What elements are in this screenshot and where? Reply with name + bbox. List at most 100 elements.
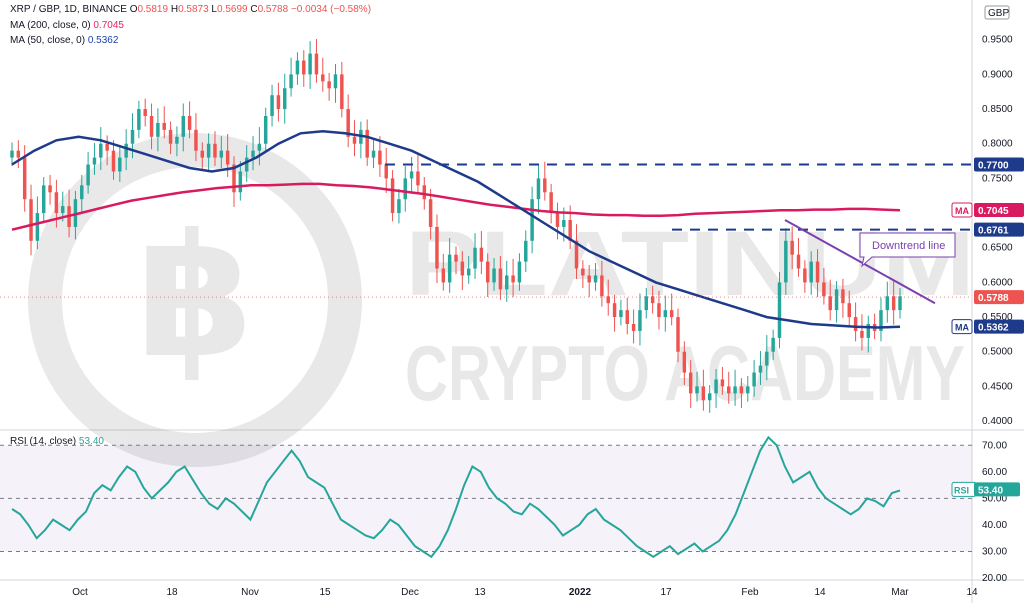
candle-body — [631, 324, 636, 331]
level-tag — [974, 157, 1024, 172]
candle-body — [530, 199, 534, 241]
candle-body — [29, 199, 33, 241]
price-tick-label: 0.4000 — [982, 416, 1013, 427]
time-tick-label: 14 — [966, 587, 978, 598]
tag-prefix-box — [951, 202, 973, 218]
candle-body — [308, 53, 312, 75]
ohlc-key: L — [208, 4, 217, 15]
price-tick-label: 0.6500 — [982, 243, 1013, 254]
candle-body — [283, 88, 287, 110]
candle-body — [650, 296, 655, 304]
candle-body — [688, 372, 693, 394]
candle-body — [466, 268, 471, 276]
ohlc-value: 0.5873 — [178, 4, 209, 15]
candle-body — [149, 116, 154, 137]
candle-body — [352, 136, 357, 144]
rsi-value-tag — [974, 482, 1020, 497]
value-tag-label: 0.5362 — [978, 323, 1009, 334]
candle-body — [822, 282, 826, 297]
watermark-title: PLATINUM — [405, 213, 975, 315]
level-tag-label: 0.7700 — [978, 161, 1009, 172]
rsi-tick-label: 60.00 — [982, 467, 1007, 478]
candle-body — [390, 178, 395, 214]
candle-body — [409, 171, 414, 179]
candle-body — [124, 143, 128, 158]
candle-body — [663, 310, 668, 318]
price-tick-label: 0.8000 — [982, 139, 1013, 150]
candle-body — [619, 310, 623, 318]
candle-body — [714, 379, 718, 394]
candle-body — [454, 254, 458, 262]
candle-body — [447, 254, 452, 283]
candle-body — [219, 150, 224, 158]
candle-body — [435, 226, 439, 269]
candle-body — [746, 386, 750, 394]
time-tick-label: Feb — [741, 587, 759, 598]
candle-body — [669, 310, 674, 318]
candle-body — [244, 157, 249, 172]
candle-body — [600, 275, 604, 297]
time-tick-label: 18 — [166, 587, 178, 598]
candle-body — [225, 150, 230, 165]
candle-body — [707, 393, 712, 401]
chart-legend-row-2: MA (200, close, 0) 0.7045 — [10, 20, 124, 31]
candle-body — [695, 386, 699, 394]
candle-body — [257, 143, 262, 151]
watermark-bitcoin-symbol: ฿ — [136, 198, 254, 396]
candle-body — [130, 129, 135, 144]
rsi-tick-label: 70.00 — [982, 440, 1007, 451]
candle-body — [156, 122, 160, 137]
candle-body — [86, 164, 90, 186]
time-tick-label: 14 — [814, 587, 826, 598]
candle-body — [295, 60, 300, 75]
candle-body — [562, 220, 566, 227]
candle-body — [371, 150, 376, 158]
tag-prefix: MA — [955, 323, 969, 333]
candle-body — [181, 116, 185, 137]
ohlc-value: 0.5788 — [257, 4, 289, 15]
time-tick-label: 15 — [319, 587, 331, 598]
ma200-label: MA (200, close, 0) — [10, 20, 91, 31]
price-tick-label: 0.9000 — [982, 69, 1013, 80]
candle-body — [137, 109, 141, 130]
candle-body — [898, 296, 902, 311]
candle-body — [346, 109, 350, 137]
rsi-line — [11, 435, 901, 559]
tag-prefix: MA — [955, 206, 969, 216]
candle-body — [194, 129, 198, 151]
candle-body — [441, 268, 446, 283]
value-tag — [974, 202, 1024, 217]
candle-body — [543, 178, 547, 193]
ma50-line — [11, 130, 901, 329]
candle-body — [777, 282, 782, 338]
candle-body — [111, 150, 116, 172]
candle-body — [41, 185, 46, 214]
price-tick-label: 0.5000 — [982, 347, 1013, 358]
candle-body — [263, 116, 268, 144]
change-value: −0.0034 (−0.58%) — [290, 4, 372, 15]
rsi-value: 53.40 — [78, 436, 104, 447]
chart-legend-row-3: MA (50, close, 0) 0.5362 — [10, 35, 118, 46]
candle-body — [834, 289, 839, 311]
candle-body — [549, 192, 553, 214]
rsi-value-tag-label: 53.40 — [978, 485, 1003, 496]
candle-body — [790, 240, 794, 255]
candle-body — [289, 74, 293, 89]
ohlc-key: O — [129, 4, 138, 15]
candle-body — [612, 303, 617, 318]
candle-body — [841, 289, 845, 304]
downtrend-label: Downtrend line — [872, 240, 945, 252]
time-tick-label: Oct — [72, 587, 88, 598]
candle-body — [428, 199, 433, 227]
candle-body — [473, 247, 477, 269]
time-tick-label: 2022 — [569, 587, 592, 598]
time-tick-label: Dec — [401, 587, 419, 598]
time-tick-label: 13 — [474, 587, 486, 598]
ma200-line — [11, 182, 901, 231]
candle-body — [276, 95, 281, 110]
candle-body — [720, 379, 725, 387]
candle-body — [492, 268, 496, 283]
candle-body — [587, 275, 591, 283]
candle-body — [327, 81, 331, 89]
